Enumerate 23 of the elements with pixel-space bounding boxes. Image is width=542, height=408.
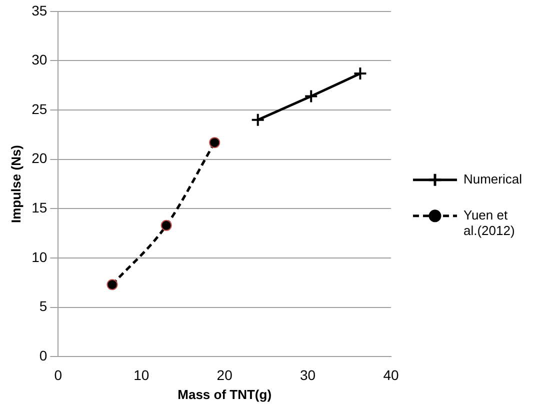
x-tick-label: 20	[216, 366, 233, 383]
y-tick-label: 15	[32, 200, 48, 216]
x-tick-label: 0	[54, 366, 62, 383]
x-axis-title: Mass of TNT(g)	[178, 386, 272, 402]
point	[250, 112, 265, 127]
point	[160, 220, 172, 231]
y-axis-title: Impulse (Ns)	[8, 144, 24, 224]
point	[304, 89, 318, 104]
y-tick-label: 10	[32, 248, 48, 265]
y-tick-label: 20	[32, 150, 48, 166]
legend-label: Numerical	[463, 171, 522, 186]
x-tick-label: 30	[300, 366, 316, 383]
point	[209, 137, 220, 148]
y-tick-label: 5	[39, 298, 48, 314]
x-tick-label: 40	[383, 366, 399, 383]
legend-label: Yuen et al.(2012)	[463, 207, 515, 238]
x-tick-label: 10	[134, 366, 150, 383]
point	[106, 279, 118, 290]
y-tick-label: 0	[39, 347, 48, 364]
y-tick-label: 30	[32, 52, 48, 68]
point	[353, 66, 368, 81]
y-tick-label: 35	[32, 2, 48, 18]
y-tick-label: 25	[32, 100, 48, 117]
